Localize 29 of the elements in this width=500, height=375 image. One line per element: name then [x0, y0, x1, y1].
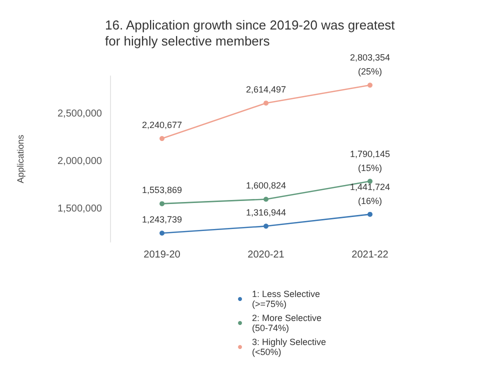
- data-label: 1,316,944: [246, 208, 286, 218]
- point: [160, 230, 164, 236]
- y-tick-label: 1,500,000: [58, 203, 102, 214]
- point: [368, 212, 372, 217]
- data-label: 2,614,497: [246, 84, 286, 95]
- data-label: 1,243,739: [142, 214, 182, 225]
- data-label: 1,600,824: [246, 180, 286, 191]
- x-tick-label: 2019-20: [144, 250, 181, 260]
- point: [160, 201, 164, 206]
- point: [264, 224, 268, 229]
- y-axis-title: Applications: [16, 134, 26, 184]
- chart-title: 16. Application growth since 2019-20 was greatest for highly selective members: [105, 18, 396, 48]
- data-label: 2,240,677: [142, 120, 182, 130]
- legend-label: 1: Less Selective (>=75%): [252, 289, 320, 309]
- y-tick-label: 2,000,000: [58, 156, 102, 167]
- data-label: 1,553,869: [142, 185, 182, 196]
- point: [160, 136, 164, 142]
- point: [368, 178, 372, 184]
- x-tick-label: 2020-21: [248, 250, 285, 260]
- data-label: 2,803,354 (25%): [350, 52, 390, 77]
- point: [264, 196, 268, 202]
- point: [368, 82, 372, 88]
- data-label: 1,441,724 (16%): [350, 182, 390, 206]
- point: [264, 100, 268, 106]
- x-tick-label: 2021-22: [352, 250, 389, 260]
- legend-label: 3: Highly Selective (<50%): [252, 337, 326, 357]
- legend-label: 2: More Selective (50-74%): [252, 313, 322, 333]
- y-tick-label: 2,500,000: [58, 108, 102, 120]
- data-label: 1,790,145 (15%): [350, 148, 390, 173]
